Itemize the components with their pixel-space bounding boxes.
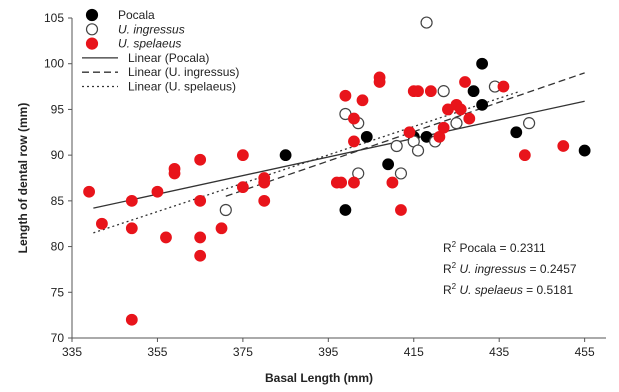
y-axis-title: Length of dental row (mm) [16,103,30,254]
data-point-pocala [476,57,489,70]
data-point-u-spelaeus [463,112,476,125]
legend-label: Linear (Pocala) [128,51,209,65]
r2-annotation: R2 U. ingressus = 0.2457 [443,261,577,276]
data-point-u-spelaeus [348,112,360,125]
data-point-u-spelaeus [373,76,386,88]
data-point-u-ingressus [394,167,408,180]
y-tick-label: 85 [51,194,65,208]
legend-label: Linear (U. spelaeus) [128,80,236,94]
x-tick-label: 335 [62,345,82,359]
y-tick-label: 95 [51,102,65,116]
data-point-pocala [476,98,489,111]
data-point-u-spelaeus [160,231,172,244]
data-point-u-spelaeus [454,103,467,116]
data-point-u-spelaeus [386,176,399,189]
x-tick-label: 435 [489,345,509,359]
data-point-u-spelaeus [437,121,450,134]
data-point-u-spelaeus [395,204,407,216]
data-point-u-spelaeus [194,194,207,207]
y-tick-label: 100 [44,57,64,71]
data-point-u-spelaeus [194,249,207,262]
x-tick-label: 415 [404,345,424,359]
data-point-pocala [510,126,523,139]
legend-label: Linear (U. ingressus) [128,65,239,79]
trendline-0 [93,100,585,209]
r2-annotation: R2 U. spelaeus = 0.5181 [443,282,574,297]
x-tick-label: 375 [233,345,253,359]
data-point-u-spelaeus [258,176,271,189]
data-point-u-spelaeus [339,89,352,102]
x-tick-label: 355 [147,345,167,359]
data-point-u-spelaeus [258,194,271,207]
data-point-u-ingressus [411,144,425,157]
data-point-u-spelaeus [236,181,249,194]
data-point-u-ingressus [219,203,232,217]
data-point-u-spelaeus [194,153,207,166]
legend-marker [85,37,99,50]
y-tick-label: 105 [44,11,64,25]
y-tick-label: 70 [51,331,65,345]
y-tick-label: 90 [51,148,65,162]
data-point-u-spelaeus [168,167,181,180]
data-point-pocala [339,204,352,216]
data-point-u-spelaeus [424,85,437,98]
data-point-u-spelaeus [215,222,228,235]
data-point-pocala [467,85,480,98]
data-point-u-spelaeus [459,76,471,88]
data-point-pocala [279,149,292,162]
legend-marker [85,8,99,22]
data-point-u-ingressus [390,139,403,153]
data-point-u-ingressus [450,117,463,130]
data-point-u-spelaeus [557,140,570,152]
data-point-u-spelaeus [412,85,424,98]
data-point-u-spelaeus [356,94,369,107]
data-point-u-spelaeus [236,149,249,162]
legend-marker [85,23,99,36]
data-point-u-spelaeus [151,185,164,198]
data-point-u-spelaeus [96,217,108,230]
data-point-u-spelaeus [125,222,138,235]
data-point-u-spelaeus [335,176,348,189]
data-point-u-spelaeus [497,80,510,93]
data-point-u-ingressus [437,85,450,98]
data-point-u-ingressus [420,16,433,29]
data-point-u-spelaeus [348,135,360,148]
legend-label: Pocala [118,8,155,22]
r2-annotation: R2 Pocala = 0.2311 [443,240,546,255]
y-tick-label: 75 [51,285,65,299]
x-tick-label: 455 [575,345,595,359]
data-point-u-spelaeus [125,313,138,326]
data-point-u-spelaeus [83,185,95,198]
data-point-u-spelaeus [125,194,138,207]
data-point-pocala [578,144,591,157]
legend-label: U. spelaeus [118,37,181,51]
x-axis-title: Basal Length (mm) [265,371,373,385]
y-tick-label: 80 [51,240,65,254]
x-tick-label: 395 [318,345,338,359]
data-point-u-spelaeus [518,149,531,162]
data-point-u-ingressus [523,117,536,130]
data-point-u-spelaeus [194,231,207,244]
data-point-u-spelaeus [403,126,416,139]
legend-label: U. ingressus [118,22,185,36]
data-point-pocala [360,130,373,143]
data-point-u-spelaeus [348,176,360,189]
data-point-pocala [382,158,395,171]
